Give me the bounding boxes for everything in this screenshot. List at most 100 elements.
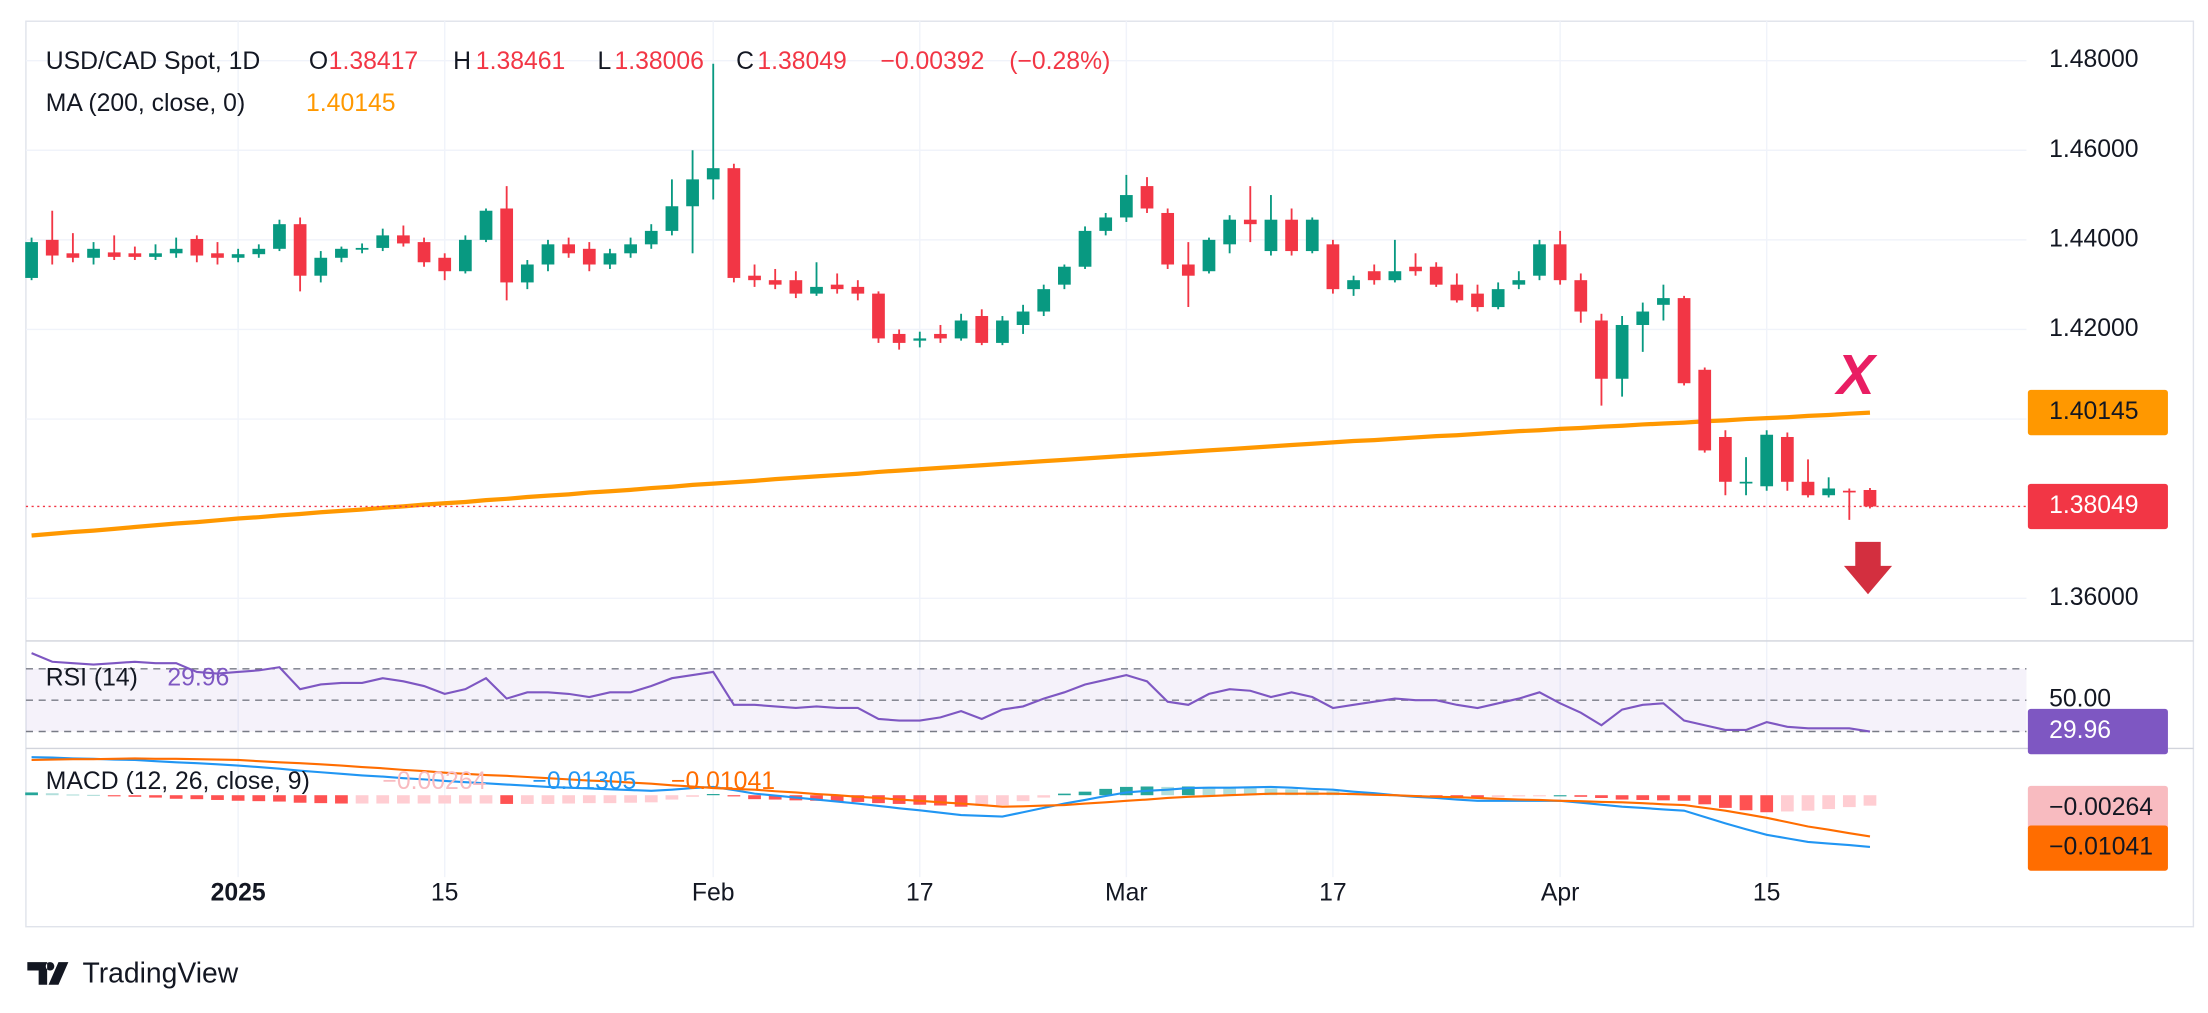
candle-body [934,333,947,339]
candle-body [1574,280,1588,312]
candle-body [1863,489,1877,507]
quote-label: L [598,48,612,75]
macd-histogram-bar [397,795,410,804]
macd-hist-badge [2027,785,2168,832]
macd-histogram-bar [1801,795,1815,811]
macd-histogram-bar [830,795,844,802]
macd-histogram-bar [1243,788,1257,796]
candle-body [1099,217,1113,231]
quote-label: H [453,48,471,75]
candle-body [582,248,596,265]
candle-body [45,239,59,256]
rsi-name: RSI (14) [46,665,138,692]
candle-body [1305,219,1319,252]
candle-body [169,248,183,254]
brand: TradingView [83,956,239,988]
moving-average [31,410,1871,538]
candle-body [624,244,637,254]
macd-histogram-bar [748,795,761,800]
candle-body [1078,230,1092,267]
macd-histogram-bar [1037,795,1051,798]
candle-body [355,247,369,250]
candle-body [1037,289,1051,312]
macd-histogram-bar [479,795,493,804]
candle-body [293,224,307,276]
macd-histogram-bar [1636,795,1650,800]
x-tick-label: 15 [1753,880,1781,907]
macd-histogram-bar [1099,788,1113,796]
ma-label: 1.40145 [2049,398,2138,425]
macd-histogram-bar [211,795,224,800]
y-tick-label: 1.42000 [2049,315,2138,342]
candle-body [1202,239,1216,272]
candle-body [438,257,452,272]
candle-body [1595,320,1608,379]
ma-badge [2027,389,2168,436]
macd-histogram-bar [1863,795,1877,806]
candle-body [1161,212,1175,265]
macd-hist-value: −0.00264 [382,768,486,795]
rsi-badge [2027,708,2168,755]
macd-histogram-bar [1719,795,1732,808]
candle-body [1615,324,1629,379]
macd-histogram-bar [45,793,59,796]
plot [25,63,2027,848]
macd-histogram-bar [872,795,885,804]
candle-body [892,333,906,343]
chart-title: USD/CAD Spot, 1D [46,48,261,75]
macd-histogram-bar [1574,795,1588,797]
candle-body [644,230,658,245]
candle-body [1657,298,1670,305]
candle-body [1698,369,1712,451]
macd-histogram-bar [706,794,720,796]
macd-histogram-bar [252,795,266,802]
candle-body [1367,271,1381,281]
candle-body [458,239,472,272]
candle-body [1842,490,1856,493]
macd-histogram-bar [727,795,741,797]
candle-body [954,320,968,339]
quote-label: C [736,48,754,75]
macd-histogram-bar [87,794,100,796]
candle-body [1388,271,1402,281]
candle-body [500,208,514,283]
y-tick-label: 1.36000 [2049,584,2138,611]
macd-histogram-bar [1161,786,1175,796]
candle-body [128,253,142,257]
candle-body [1181,264,1195,276]
candle-body [1719,436,1732,482]
macd-histogram-bar [624,795,637,803]
macd-histogram-bar [1078,791,1092,796]
macd-histogram-bar [458,795,472,804]
candle-body [87,248,100,258]
candle-body [1491,289,1505,308]
macd-histogram-bar [438,795,452,804]
candle-body [603,253,617,265]
macd-histogram-bar [231,795,245,801]
change-percent: (−0.28%) [1009,48,1110,75]
brand-logo: TradingView [27,956,239,988]
macd-signal-badge [2027,825,2168,871]
macd-histogram-bar [1016,795,1030,802]
candle-body [1471,293,1484,308]
candle-body [376,235,390,248]
macd-histogram-bar [1739,795,1753,811]
macd-histogram-bar [293,795,307,803]
candle-body [335,248,348,258]
macd-histogram-bar [1181,786,1195,796]
macd-histogram-bar [128,795,142,797]
macd-histogram-bar [934,795,947,806]
macd-histogram-bar [1058,793,1071,796]
candle-body [397,235,410,244]
rsi-line [31,652,1871,733]
macd-histogram-bar [1264,788,1278,796]
y-tick-label: 1.46000 [2049,136,2138,163]
candle-body [1533,244,1546,276]
macd-histogram-bar [582,795,596,804]
macd-histogram-bar [975,795,989,806]
macd-histogram-bar [1657,795,1670,801]
candle-body [1822,488,1836,496]
macd-histogram-bar [1223,787,1237,796]
macd-histogram-bar [644,795,658,803]
